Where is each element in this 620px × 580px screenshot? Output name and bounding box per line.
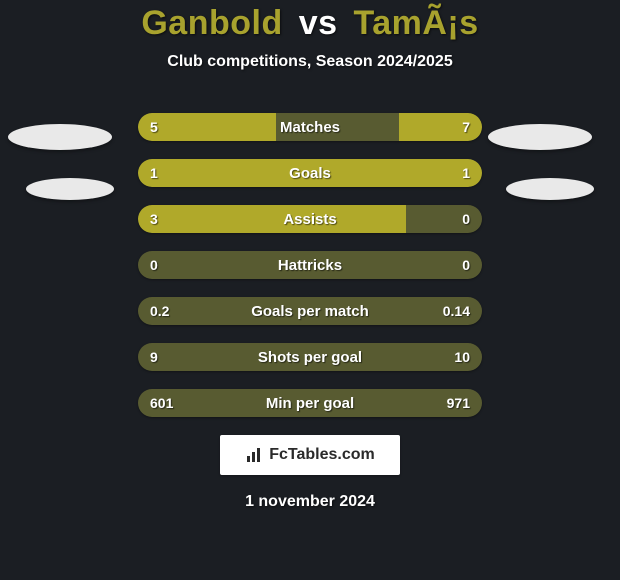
stat-row: 601971Min per goal: [138, 389, 482, 417]
chart-icon: [245, 446, 263, 464]
stat-bars: 57Matches 11Goals 30Assists 00Hattricks 0.20…: [138, 113, 482, 417]
chart-date: 1 november 2024: [0, 493, 620, 511]
stat-row: 11Goals: [138, 159, 482, 187]
stat-label: Matches: [138, 113, 482, 141]
stat-label: Min per goal: [138, 389, 482, 417]
stat-row: 00Hattricks: [138, 251, 482, 279]
chart-title: Ganbold vs TamÃ¡s: [0, 4, 620, 43]
decor-ellipse: [506, 178, 594, 200]
decor-ellipse: [8, 124, 112, 150]
comparison-chart: Ganbold vs TamÃ¡s Club competitions, Sea…: [0, 0, 620, 580]
branding-text: FcTables.com: [269, 446, 375, 464]
decor-ellipse: [26, 178, 114, 200]
stat-row: 910Shots per goal: [138, 343, 482, 371]
stat-row: 57Matches: [138, 113, 482, 141]
vs-separator: vs: [299, 4, 338, 42]
stat-label: Shots per goal: [138, 343, 482, 371]
player1-name: Ganbold: [141, 4, 282, 42]
chart-subtitle: Club competitions, Season 2024/2025: [0, 53, 620, 71]
stat-label: Goals per match: [138, 297, 482, 325]
stat-label: Goals: [138, 159, 482, 187]
stat-row: 30Assists: [138, 205, 482, 233]
stat-label: Hattricks: [138, 251, 482, 279]
stat-row: 0.20.14Goals per match: [138, 297, 482, 325]
branding-badge: FcTables.com: [220, 435, 400, 475]
decor-ellipse: [488, 124, 592, 150]
stat-label: Assists: [138, 205, 482, 233]
player2-name: TamÃ¡s: [353, 4, 478, 42]
